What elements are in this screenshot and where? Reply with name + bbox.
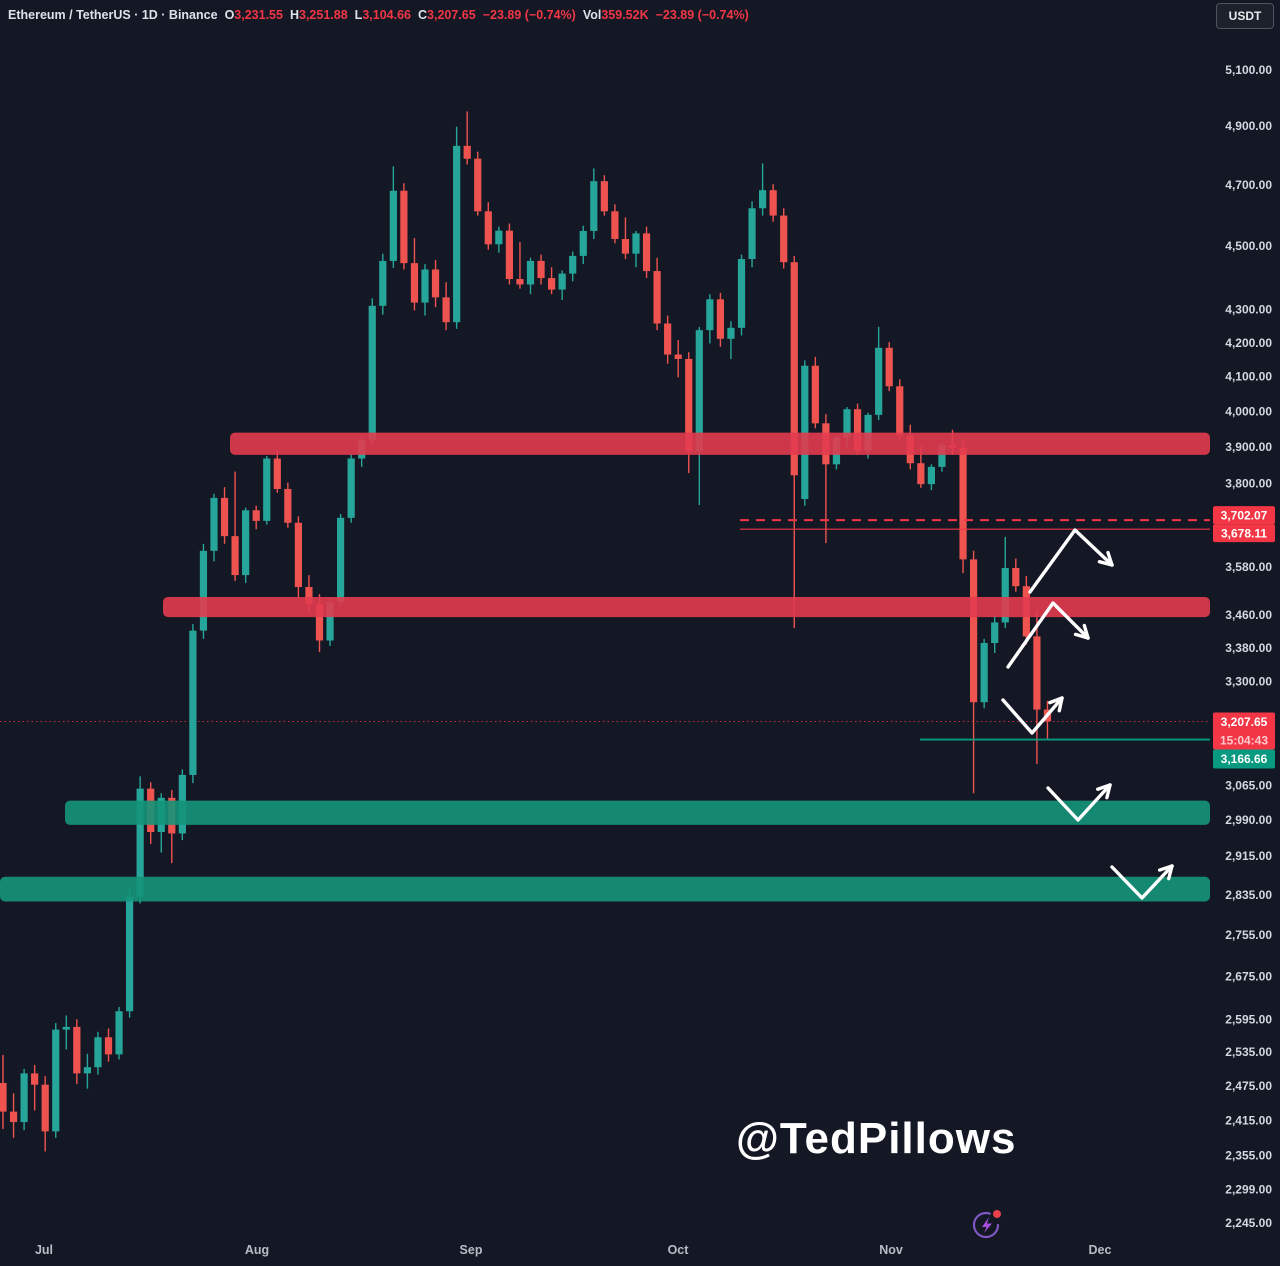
change-value: −23.89 (−0.74%): [482, 8, 576, 22]
month-tick-label: Sep: [460, 1243, 483, 1257]
svg-text:3,678.11: 3,678.11: [1221, 526, 1267, 540]
candles-layer: [0, 111, 1052, 1152]
price-tick-label: 5,100.00: [1225, 63, 1272, 77]
price-tick-label: 2,415.00: [1225, 1113, 1272, 1127]
trend-arrow: [1046, 783, 1112, 822]
price-tick-label: 4,100.00: [1225, 370, 1272, 384]
volume-change-value: −23.89 (−0.74%): [655, 8, 749, 22]
demand-zone-2835: [0, 876, 1210, 902]
time-axis[interactable]: Jul Aug Sep Oct Nov Dec: [35, 1243, 1112, 1257]
price-tick-label: 2,535.00: [1225, 1045, 1272, 1059]
high-value: 3,251.88: [299, 8, 348, 22]
symbol-name: Ethereum / TetherUS: [8, 8, 131, 22]
zones-layer: [0, 432, 1210, 902]
currency-toggle-button[interactable]: USDT: [1216, 3, 1274, 29]
price-tick-label: 3,065.00: [1225, 778, 1272, 792]
interval-label: 1D: [141, 8, 158, 22]
symbol-info-bar[interactable]: Ethereum / TetherUS · 1D · Binance O 3,23…: [8, 8, 749, 22]
price-tick-label: 3,580.00: [1225, 560, 1272, 574]
price-tick-label: 4,300.00: [1225, 303, 1272, 317]
month-tick-label: Dec: [1089, 1243, 1112, 1257]
trend-arrow: [1001, 696, 1064, 735]
price-tick-label: 2,990.00: [1225, 813, 1272, 827]
logo-ring: [972, 1211, 1000, 1239]
lightning-bolt-icon: [982, 1217, 992, 1233]
price-tick-label: 2,245.00: [1225, 1216, 1272, 1230]
notification-dot: [993, 1210, 1001, 1218]
price-tick-label: 2,675.00: [1225, 970, 1272, 984]
price-axis[interactable]: 5,100.00 4,900.00 4,700.00 4,500.00 4,300.00…: [1225, 63, 1272, 1230]
arrows-layer: [1001, 528, 1174, 900]
watermark-handle: @TedPillows: [736, 1114, 1017, 1163]
exchange-label: Binance: [168, 8, 218, 22]
open-value: 3,231.55: [234, 8, 283, 22]
svg-text:3,702.07: 3,702.07: [1221, 508, 1268, 522]
trend-arrow: [1110, 864, 1174, 900]
last-price-badge: 3,207.65 15:04:43: [1213, 712, 1275, 750]
price-tick-label: 2,755.00: [1225, 928, 1272, 942]
price-tick-label: 3,380.00: [1225, 641, 1272, 655]
price-tick-label: 2,475.00: [1225, 1079, 1272, 1093]
price-tick-label: 3,800.00: [1225, 476, 1272, 490]
price-tick-label: 4,700.00: [1225, 178, 1272, 192]
trend-arrow: [1028, 528, 1114, 594]
volume-value: 359.52K: [601, 8, 649, 22]
svg-text:3,207.65: 3,207.65: [1221, 715, 1268, 729]
close-value: 3,207.65: [427, 8, 476, 22]
price-tick-label: 3,460.00: [1225, 608, 1272, 622]
low-value: 3,104.66: [362, 8, 411, 22]
svg-text:15:04:43: 15:04:43: [1220, 733, 1268, 747]
price-tick-label: 4,500.00: [1225, 239, 1272, 253]
price-tick-label: 4,900.00: [1225, 119, 1272, 133]
supply-zone-3460: [163, 596, 1210, 618]
price-tick-label: 2,835.00: [1225, 888, 1272, 902]
svg-text:3,166.66: 3,166.66: [1221, 752, 1268, 766]
price-tick-label: 4,000.00: [1225, 404, 1272, 418]
levels-layer: [740, 519, 1210, 741]
month-tick-label: Jul: [35, 1243, 53, 1257]
trend-arrow: [1006, 601, 1090, 669]
brand-logo-icon: [972, 1210, 1001, 1239]
month-tick-label: Aug: [245, 1243, 269, 1257]
price-tick-label: 4,200.00: [1225, 336, 1272, 350]
level-badge-3702: 3,702.07: [1213, 506, 1275, 525]
month-tick-label: Oct: [668, 1243, 690, 1257]
month-tick-label: Nov: [879, 1243, 903, 1257]
price-tick-label: 2,915.00: [1225, 849, 1272, 863]
price-tick-label: 3,900.00: [1225, 440, 1272, 454]
price-tick-label: 3,300.00: [1225, 675, 1272, 689]
price-tick-label: 2,299.00: [1225, 1182, 1272, 1196]
price-tick-label: 2,355.00: [1225, 1149, 1272, 1163]
demand-zone-2990: [65, 800, 1210, 825]
level-badge-3678: 3,678.11: [1213, 524, 1275, 543]
price-tick-label: 2,595.00: [1225, 1012, 1272, 1026]
supply-zone-3900: [230, 432, 1210, 455]
breakdown-level-badge: 3,166.66: [1213, 749, 1275, 769]
